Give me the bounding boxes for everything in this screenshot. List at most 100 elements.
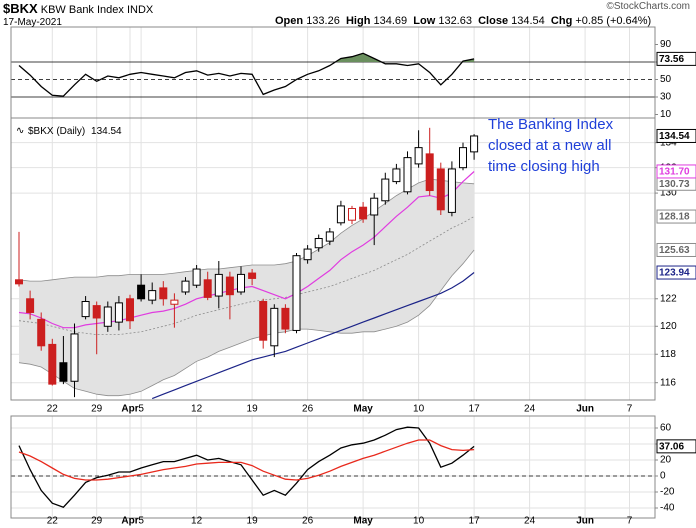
y-tick-label: 20	[660, 455, 672, 466]
value-box	[656, 128, 696, 143]
x-tick-label: 5	[138, 516, 144, 527]
y-tick-label: 60	[660, 423, 672, 434]
candle-body	[181, 280, 190, 293]
y-tick-label: 122	[660, 293, 677, 304]
candle-body	[225, 276, 234, 296]
y-tick-label: -40	[660, 503, 675, 514]
y-tick-label: 118	[660, 349, 676, 360]
y-tick-label: 10	[660, 109, 672, 120]
candle-body	[348, 208, 356, 221]
low-label: Low	[413, 15, 436, 27]
x-tick-label: Jun	[576, 516, 594, 527]
candle-body	[137, 284, 146, 300]
candle-body	[103, 306, 112, 327]
candle-body	[370, 197, 379, 216]
rsi-frame	[10, 26, 656, 119]
x-tick-label: 10	[413, 404, 425, 415]
title: $BKX KBW Bank Index INDX	[3, 1, 153, 16]
candle-body	[392, 168, 401, 183]
candle-body	[359, 206, 368, 220]
price-frame	[10, 117, 656, 401]
x-tick-label: 19	[247, 516, 259, 527]
x-tick-label: 24	[524, 404, 536, 415]
axes: 22 29 Apr 5 12 19 26 May 10 17 24 Jun 722 29 Apr 5 12 19 2…	[47, 39, 696, 527]
legend-label: $BKX (Daily)	[28, 126, 85, 137]
x-tick-label: May	[353, 516, 373, 527]
overlay-line	[18, 171, 475, 329]
candle-body	[414, 147, 423, 165]
y-tick-label: 0	[660, 471, 666, 482]
close-label: Close	[478, 15, 509, 27]
band-line	[18, 178, 475, 282]
chg-label: Chg	[550, 15, 573, 27]
chg-value: +0.85	[575, 15, 604, 27]
x-tick-label: 7	[627, 404, 633, 415]
candle-body	[381, 178, 390, 202]
value-box-label: 37.06	[659, 441, 684, 452]
macd-frame	[10, 415, 656, 519]
y-tick-label: 130	[660, 188, 677, 199]
x-tick-label: 5	[138, 404, 144, 415]
candle-body	[403, 157, 412, 193]
x-tick-label: 24	[524, 516, 536, 527]
overlay-line	[151, 272, 475, 400]
candle-body	[192, 268, 201, 286]
candle-body	[447, 168, 456, 213]
candle-body	[114, 302, 123, 323]
x-tick-label: 17	[469, 404, 481, 415]
value-box-label: 134.54	[659, 131, 690, 142]
y-tick-label: 30	[660, 92, 672, 103]
candle-body	[303, 248, 312, 261]
x-tick-label: Jun	[576, 404, 594, 415]
x-tick-label: Apr	[121, 516, 138, 527]
band-line	[18, 216, 475, 335]
candle-body	[159, 287, 168, 300]
y-tick-label: 50	[660, 74, 672, 85]
y-tick-label: -20	[660, 487, 675, 498]
quote: Open 133.26 High 134.69 Low 132.63 Close…	[275, 15, 651, 27]
candle-body	[92, 305, 101, 319]
candle-body	[148, 290, 157, 301]
series-line	[18, 439, 475, 481]
candle-body	[59, 362, 68, 382]
value-box-label: 128.18	[659, 212, 690, 223]
candle-body	[259, 301, 268, 341]
candle-body	[459, 147, 467, 169]
value-box	[656, 242, 696, 257]
symbol: $BKX	[3, 1, 38, 16]
candle-body	[214, 273, 223, 297]
index-name: KBW Bank Index	[40, 4, 124, 16]
high-label: High	[345, 15, 371, 27]
watermark: ©StockCharts.com	[606, 1, 690, 12]
annotation: The Banking Index closed at a new all ti…	[488, 114, 638, 177]
x-tick-label: Apr	[121, 404, 138, 415]
y-tick-label: 90	[660, 39, 672, 50]
overbought-fill	[19, 53, 475, 62]
legend-icon: ∿	[16, 126, 24, 137]
value-box	[656, 209, 696, 224]
value-box-label: 123.94	[659, 268, 690, 279]
candle-body	[325, 231, 334, 242]
x-tick-label: 22	[47, 404, 59, 415]
exchange: INDX	[126, 4, 154, 16]
macd-panel	[11, 416, 655, 518]
x-tick-label: 29	[91, 404, 103, 415]
x-tick-label: 29	[91, 516, 103, 527]
y-tick-label: 116	[660, 377, 676, 388]
x-tick-label: 12	[191, 516, 203, 527]
value-box	[656, 51, 696, 66]
candle-body	[70, 333, 79, 382]
open-label: Open	[275, 15, 304, 27]
candle-body	[470, 135, 479, 153]
candle-body	[81, 301, 90, 318]
candle-body	[425, 153, 434, 192]
candle-body	[126, 298, 134, 322]
x-tick-label: 7	[627, 516, 633, 527]
y-tick-label: 120	[660, 321, 677, 332]
annotation-line: time closing high	[488, 158, 600, 175]
annotation-line: closed at a new all	[488, 137, 612, 154]
value-box	[656, 265, 696, 280]
candle-body	[26, 298, 35, 313]
